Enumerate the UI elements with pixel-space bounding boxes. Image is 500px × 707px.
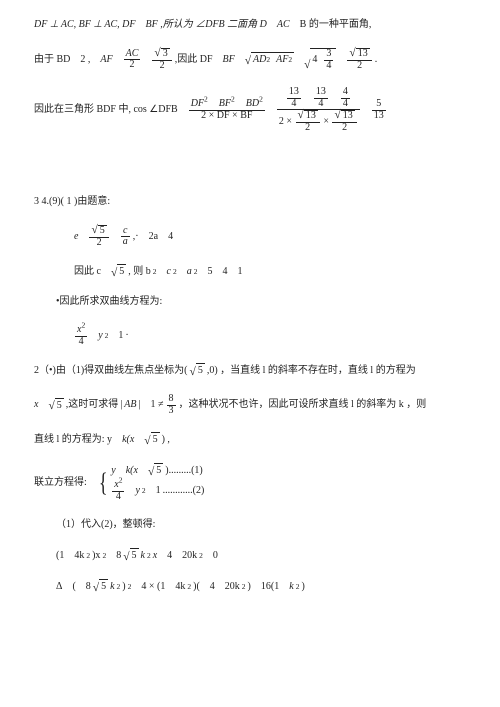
eq-hyperbola: x2 4 y2 1· <box>34 325 470 347</box>
sqrt-4-3over4: √ 4 34 <box>304 48 336 71</box>
section-34-9-1: 3 4.(9)( 1 )由题意: <box>34 195 470 209</box>
equation-system: { y k(x √5 ).........(1) x2 4 y2 1 .....… <box>97 463 205 502</box>
geom-line-3: 因此在三角形 BDF 中, cos ∠DFB DF2 BF2 BD2 2 × D… <box>34 87 470 133</box>
frac-ac-2: AC2 <box>124 49 141 71</box>
substitution-label: （1）代入(2)，整顿得: <box>34 518 470 532</box>
sqrt-ad2-af2: √ AD2 AF2 <box>245 52 294 67</box>
polynomial-eq: (1 4k2 )x2 8 √5 k2 x 4 20k2 0 <box>34 548 470 563</box>
line-l-eq: 直线 l 的方程为: y k(x √5 ) , <box>34 432 470 447</box>
system-line: 联立方程得: { y k(x √5 ).........(1) x2 4 y2 … <box>34 463 470 502</box>
eq-c-value: 因此 c √5 , 则 b2 c2 a2 5 4 1 <box>34 264 470 279</box>
geom-line-2: 由于 BD 2 , AF AC2 √3 2 ,因此 DF BF √ AD2 AF… <box>34 48 470 71</box>
frac-root3-2: √3 2 <box>152 48 171 71</box>
frac-big-right: 134 134 44 2 × √132 × √132 <box>277 87 360 133</box>
frac-5-13: 513 <box>372 99 386 121</box>
frac-root13-2: √13 2 <box>347 48 371 71</box>
geom-line-1: DF ⊥ AC, BF ⊥ AC, DF BF ,所认为 ∠DFB 二面角 D … <box>34 18 470 32</box>
part2-line-a: 2（•)由（1)得双曲线左焦点坐标为( √5 ,0) ，当直线 l 的斜率不存在… <box>34 363 470 378</box>
page: { "colors": { "text": "#222222", "bg": "… <box>0 0 500 707</box>
curve-label: •因此所求双曲线方程为: <box>34 295 470 309</box>
frac-cos-main: DF2 BF2 BD2 2 × DF × BF <box>189 99 265 121</box>
part2-line-b: x √5 ,这时可求得 |AB| 1 ≠ 83 ，这种状况不也许，因此可设所求直… <box>34 394 470 416</box>
eq-eccentricity: e √5 2 ca ,· 2a 4 <box>34 225 470 248</box>
discriminant-eq: Δ ( 8 √5 k2 )2 4 × (1 4k2 )( 4 20k2 ) 16… <box>34 579 470 594</box>
